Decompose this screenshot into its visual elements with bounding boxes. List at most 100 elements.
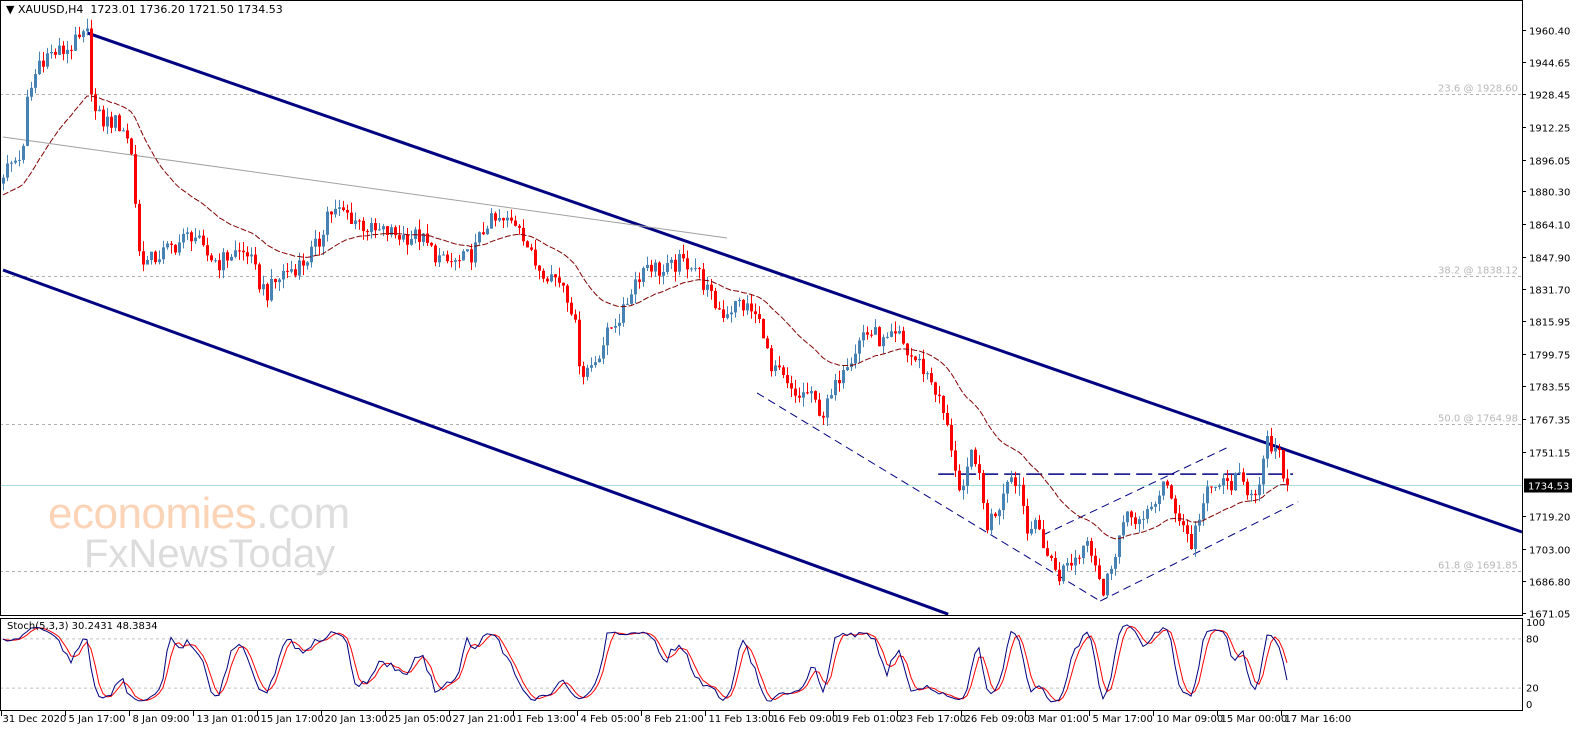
bull-candle xyxy=(774,365,777,372)
bear-candle xyxy=(202,235,205,246)
bear-candle xyxy=(254,254,257,265)
bear-candle xyxy=(718,308,721,310)
bull-candle xyxy=(1198,519,1201,526)
bull-candle xyxy=(1106,573,1109,596)
x-tick-label: 17 Mar 16:00 xyxy=(1285,714,1352,725)
bull-candle xyxy=(858,340,861,354)
bull-candle xyxy=(1158,495,1161,505)
bear-candle xyxy=(110,116,113,128)
bull-candle xyxy=(1202,503,1205,520)
bull-candle xyxy=(506,217,509,221)
bull-candle xyxy=(466,249,469,252)
bull-candle xyxy=(626,303,629,305)
bear-candle xyxy=(386,226,389,235)
bear-candle xyxy=(822,415,825,418)
bull-candle xyxy=(402,234,405,240)
bear-candle xyxy=(242,250,245,253)
bull-candle xyxy=(1018,484,1021,486)
x-tick-label: 16 Feb 09:00 xyxy=(773,714,839,725)
y-tick-label: 1831.70 xyxy=(1529,286,1570,297)
bull-candle xyxy=(46,53,49,67)
bear-candle xyxy=(934,382,937,395)
bull-candle xyxy=(834,379,837,396)
bear-candle xyxy=(1242,472,1245,482)
bear-candle xyxy=(782,367,785,375)
stoch-plot-frame xyxy=(0,618,1523,711)
stoch-main-value: 30.2431 xyxy=(71,621,114,632)
bull-candle xyxy=(882,337,885,347)
bull-candle xyxy=(1034,519,1037,529)
bear-candle xyxy=(790,383,793,389)
triangle-down-icon[interactable]: ▼ xyxy=(6,3,18,16)
bull-candle xyxy=(370,223,373,233)
bear-candle xyxy=(1058,569,1061,582)
bear-candle xyxy=(674,259,677,272)
main-plot-frame xyxy=(0,0,1523,616)
fib-level-label: 50.0 @ 1764.98 xyxy=(1438,414,1518,425)
stoch-axis-label: 0 xyxy=(1526,700,1532,711)
x-tick-label: 27 Jan 21:00 xyxy=(453,714,516,725)
y-tick-label: 1719.20 xyxy=(1529,513,1570,524)
bull-candle xyxy=(1262,458,1265,485)
bear-candle xyxy=(362,220,365,232)
bull-candle xyxy=(338,207,341,209)
bear-candle xyxy=(710,284,713,291)
bull-candle xyxy=(486,228,489,235)
bull-candle xyxy=(694,268,697,270)
bear-candle xyxy=(974,449,977,465)
bear-candle xyxy=(1046,548,1049,556)
y-tick-label: 1944.65 xyxy=(1529,59,1570,70)
y-tick-label: 1912.25 xyxy=(1529,124,1570,135)
x-tick-label: 31 Dec 2020 xyxy=(3,714,67,725)
y-tick-label: 1767.35 xyxy=(1529,416,1570,427)
bear-candle xyxy=(754,311,757,315)
bear-candle xyxy=(1246,481,1249,496)
bull-candle xyxy=(270,278,273,301)
bear-candle xyxy=(1094,555,1097,566)
bear-candle xyxy=(1078,557,1081,559)
bear-candle xyxy=(374,223,377,231)
bear-candle xyxy=(766,338,769,349)
bull-candle xyxy=(1006,481,1009,494)
bear-candle xyxy=(238,250,241,252)
watermark-sub: FxNewsToday xyxy=(84,532,336,576)
bear-candle xyxy=(366,231,369,233)
bull-candle xyxy=(598,358,601,363)
bear-candle xyxy=(910,355,913,357)
bull-candle xyxy=(158,259,161,263)
bear-candle xyxy=(154,251,157,263)
bull-candle xyxy=(382,226,385,230)
bear-candle xyxy=(1022,484,1025,506)
x-tick-label: 3 Mar 01:00 xyxy=(1029,714,1089,725)
bull-candle xyxy=(862,332,865,341)
bull-candle xyxy=(222,252,225,271)
y-tick-label: 1880.30 xyxy=(1529,188,1570,199)
bear-candle xyxy=(578,319,581,367)
bull-candle xyxy=(186,232,189,234)
bear-candle xyxy=(90,28,93,95)
bull-candle xyxy=(378,229,381,231)
bull-candle xyxy=(1162,481,1165,496)
bear-candle xyxy=(1230,481,1233,491)
stoch-signal-line xyxy=(2,625,1288,702)
bear-candle xyxy=(582,366,585,377)
bear-candle xyxy=(978,464,981,474)
bear-candle xyxy=(286,270,289,272)
bear-candle xyxy=(434,245,437,263)
watermark-domain: .com xyxy=(256,489,350,538)
bear-candle xyxy=(206,245,209,256)
bull-candle xyxy=(1030,528,1033,534)
bull-candle xyxy=(830,395,833,399)
stochastic-label: Stoch(5,3,3) 30.2431 48.3834 xyxy=(7,621,158,632)
bull-candle xyxy=(614,326,617,328)
bear-candle xyxy=(130,138,133,155)
bear-candle xyxy=(1098,565,1101,579)
x-tick-label: 5 Mar 17:00 xyxy=(1093,714,1153,725)
bear-candle xyxy=(610,327,613,329)
bear-candle xyxy=(1042,529,1045,549)
bear-candle xyxy=(958,470,961,491)
bull-candle xyxy=(1238,472,1241,474)
bear-candle xyxy=(62,45,65,54)
bear-candle xyxy=(570,302,573,315)
